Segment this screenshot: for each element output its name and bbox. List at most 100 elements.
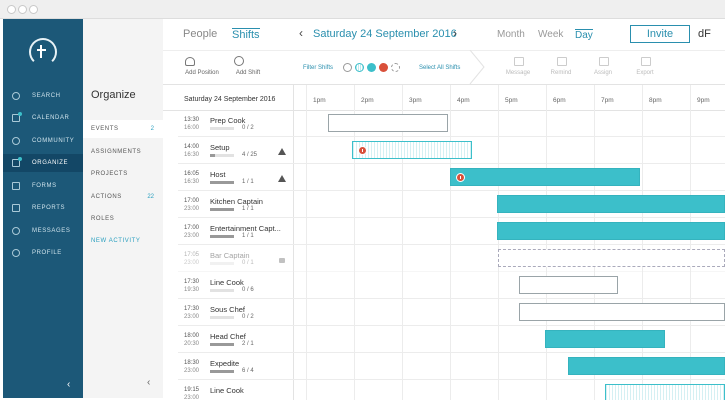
staffing-count: 6 / 4	[242, 368, 254, 374]
prev-button[interactable]: ‹	[299, 26, 303, 40]
add-shift-button[interactable]: Add Shift	[235, 70, 261, 76]
shift-bar[interactable]	[519, 303, 725, 321]
add-shift-icon	[234, 56, 244, 66]
tab[interactable]: People	[183, 28, 218, 40]
filter-swatch[interactable]	[367, 63, 376, 72]
role-name: Bar Captain	[210, 251, 250, 260]
staffing-track	[210, 316, 234, 319]
sub-panel: Organize ‹ EVENTS 2 ASSIGNMENTS PROJECTS ACT…	[83, 19, 163, 398]
hour-label: 8pm	[649, 97, 662, 104]
shift-row[interactable]: 17:30 19:30 Line Cook 0 / 6	[178, 272, 725, 299]
close-button[interactable]	[7, 5, 16, 14]
logo[interactable]	[29, 38, 57, 66]
shift-bar[interactable]	[352, 141, 472, 159]
view-button-active[interactable]: Day	[575, 29, 593, 41]
shift-row[interactable]: 17:00 23:00 Kitchen Captain 1 / 1	[178, 191, 725, 218]
add-position-button[interactable]: Add Position	[185, 70, 219, 76]
staffing-count: 0 / 1	[242, 260, 254, 266]
shift-row[interactable]: 17:05 23:00 Bar Captain 0 / 1	[178, 245, 725, 272]
panel-item[interactable]: NEW ACTIVITY	[91, 238, 141, 244]
staffing-track	[210, 154, 234, 157]
staffing-count: 0 / 6	[242, 287, 254, 293]
warning-icon	[278, 148, 286, 155]
staffing-count: 1 / 1	[242, 206, 254, 212]
collapse-icon[interactable]: ‹	[147, 377, 151, 388]
staffing-count: 4 / 25	[242, 152, 258, 158]
staffing-fill	[210, 154, 215, 157]
action-button[interactable]: Message	[505, 70, 531, 76]
start-time: 17:00	[184, 225, 200, 231]
nav-item[interactable]: ORGANIZE	[32, 160, 69, 166]
panel-item[interactable]: ROLES	[91, 216, 115, 222]
panel-item[interactable]: EVENTS	[91, 126, 119, 132]
view-button[interactable]: Week	[538, 29, 564, 40]
hour-label: 3pm	[409, 97, 422, 104]
start-time: 17:30	[184, 306, 200, 312]
shift-bar[interactable]	[497, 222, 725, 240]
shift-bar[interactable]	[519, 276, 618, 294]
nav-item[interactable]: REPORTS	[32, 205, 66, 211]
tab-active[interactable]: Shifts	[232, 28, 260, 41]
invite-button[interactable]: Invite	[630, 25, 690, 43]
action-button[interactable]: Export	[636, 70, 654, 76]
end-time: 20:30	[184, 341, 200, 347]
shift-row[interactable]: 13:30 16:00 Prep Cook 0 / 2	[178, 110, 725, 137]
panel-active-bg	[83, 120, 163, 138]
nav-icon	[12, 204, 20, 212]
shift-row[interactable]: 17:00 23:00 Entertainment Capt... 1 / 1	[178, 218, 725, 245]
zoom-button[interactable]	[29, 5, 38, 14]
select-all-button[interactable]: Select All Shifts	[419, 65, 461, 71]
shift-bar[interactable]	[497, 195, 725, 213]
toolbar: Add Position Add Shift Filter Shifts Sel…	[163, 50, 725, 85]
role-name: Expedite	[210, 359, 240, 368]
shift-row[interactable]: 17:30 23:00 Sous Chef 0 / 2	[178, 299, 725, 326]
panel-count: 22	[147, 194, 154, 200]
shift-row[interactable]: 18:30 23:00 Expedite 6 / 4	[178, 353, 725, 380]
nav-icon	[12, 114, 20, 122]
nav-item[interactable]: PROFILE	[32, 250, 62, 256]
hour-line	[498, 85, 499, 400]
minimize-button[interactable]	[18, 5, 27, 14]
hour-label: 2pm	[361, 97, 374, 104]
filter-swatch[interactable]	[355, 63, 364, 72]
filter-swatch[interactable]	[391, 63, 400, 72]
panel-item[interactable]: PROJECTS	[91, 171, 128, 177]
staffing-fill	[210, 343, 234, 346]
shift-bar[interactable]	[568, 357, 725, 375]
nav-icon	[12, 92, 20, 100]
nav-item[interactable]: COMMUNITY	[32, 138, 75, 144]
hour-label: 4pm	[457, 97, 470, 104]
filter-swatch[interactable]	[379, 63, 388, 72]
action-button[interactable]: Remind	[550, 70, 572, 76]
shift-row[interactable]: 14:00 16:30 Setup 4 / 25	[178, 137, 725, 164]
staffing-track	[210, 127, 234, 130]
nav-icon	[12, 249, 20, 257]
end-time: 23:00	[184, 233, 200, 239]
action-button[interactable]: Assign	[593, 70, 613, 76]
nav-item[interactable]: CALENDAR	[32, 115, 70, 121]
shift-row[interactable]: 18:00 20:30 Head Chef 2 / 1	[178, 326, 725, 353]
shift-bar[interactable]	[605, 384, 725, 400]
nav-item[interactable]: FORMS	[32, 183, 57, 189]
shift-bar[interactable]	[498, 249, 725, 267]
shift-bar[interactable]	[545, 330, 665, 348]
panel-item[interactable]: ASSIGNMENTS	[91, 149, 142, 155]
panel-item[interactable]: ACTIONS	[91, 194, 122, 200]
alert-badge	[358, 146, 367, 155]
shift-bar[interactable]	[450, 168, 640, 186]
hour-line	[690, 85, 691, 400]
nav-icon	[12, 227, 20, 235]
shift-row[interactable]: 16:05 16:30 Host 1 / 1	[178, 164, 725, 191]
next-button[interactable]: ›	[453, 26, 457, 40]
divider	[469, 50, 485, 84]
nav-item[interactable]: SEARCH	[32, 93, 61, 99]
shift-bar[interactable]	[328, 114, 448, 132]
view-button[interactable]: Month	[497, 29, 525, 40]
shift-row[interactable]: 19:15 23:00 Line Cook	[178, 380, 725, 400]
collapse-icon[interactable]: ‹	[67, 379, 71, 390]
filter-swatch[interactable]	[343, 63, 352, 72]
account[interactable]: dF	[698, 28, 711, 40]
end-time: 16:30	[184, 179, 200, 185]
nav-item[interactable]: MESSAGES	[32, 228, 71, 234]
